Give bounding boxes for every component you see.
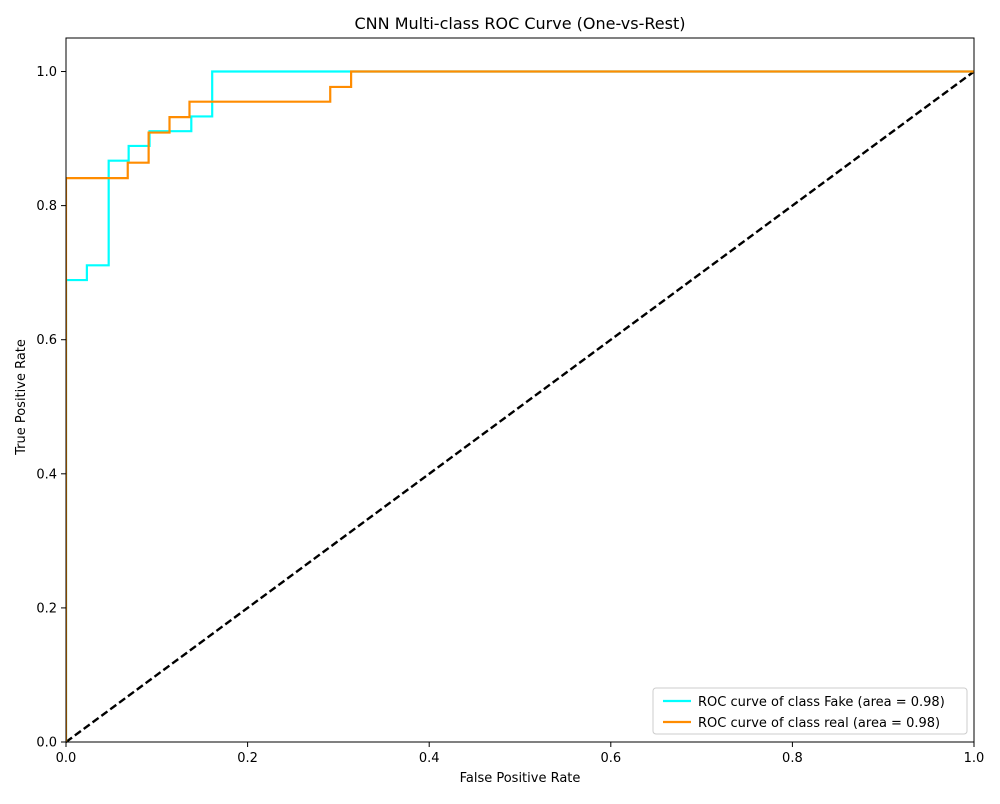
y-axis-ticks: 0.0 0.2 0.4 0.6 0.8 1.0	[36, 65, 66, 751]
x-tick-label: 0.4	[419, 751, 440, 766]
x-axis-ticks: 0.0 0.2 0.4 0.6 0.8 1.0	[56, 742, 985, 766]
chart-title: CNN Multi-class ROC Curve (One-vs-Rest)	[355, 14, 686, 33]
y-tick-label: 0.2	[36, 601, 57, 616]
plot-frame	[65, 37, 975, 743]
y-tick-label: 0.4	[36, 467, 57, 482]
legend-box	[652, 687, 968, 735]
x-axis-label: False Positive Rate	[460, 771, 581, 786]
y-tick-label: 0.0	[36, 736, 57, 751]
legend: ROC curve of class Fake (area = 0.98) ROC…	[652, 687, 968, 735]
x-tick-label: 0.6	[600, 751, 621, 766]
legend-entry-label: ROC curve of class Fake (area = 0.98)	[698, 695, 945, 710]
series-line-0	[66, 70, 974, 742]
y-tick-label: 1.0	[36, 65, 57, 80]
y-axis-label: True Positive Rate	[14, 339, 29, 456]
chance-diagonal-line	[66, 70, 975, 743]
y-tick-label: 0.8	[36, 199, 57, 214]
x-tick-label: 0.2	[237, 751, 258, 766]
x-tick-label: 0.0	[56, 751, 77, 766]
x-tick-label: 0.8	[782, 751, 803, 766]
series-line-1	[66, 70, 974, 742]
series-layer	[66, 70, 975, 743]
y-tick-label: 0.6	[36, 333, 57, 348]
legend-entry-label: ROC curve of class real (area = 0.98)	[698, 716, 940, 731]
x-tick-label: 1.0	[964, 751, 985, 766]
